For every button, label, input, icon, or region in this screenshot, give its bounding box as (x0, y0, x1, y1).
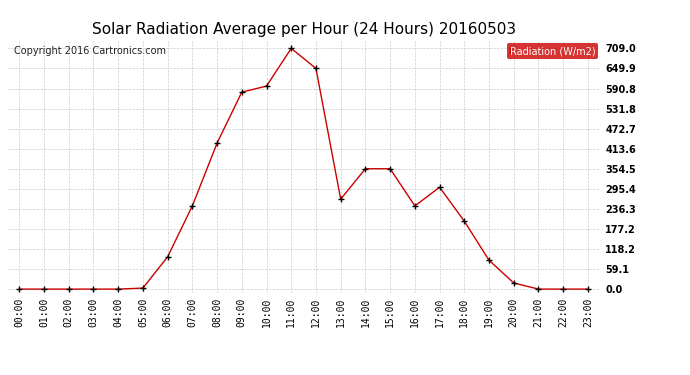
Legend: Radiation (W/m2): Radiation (W/m2) (507, 43, 598, 59)
Text: Copyright 2016 Cartronics.com: Copyright 2016 Cartronics.com (14, 46, 166, 56)
Title: Solar Radiation Average per Hour (24 Hours) 20160503: Solar Radiation Average per Hour (24 Hou… (92, 22, 515, 37)
